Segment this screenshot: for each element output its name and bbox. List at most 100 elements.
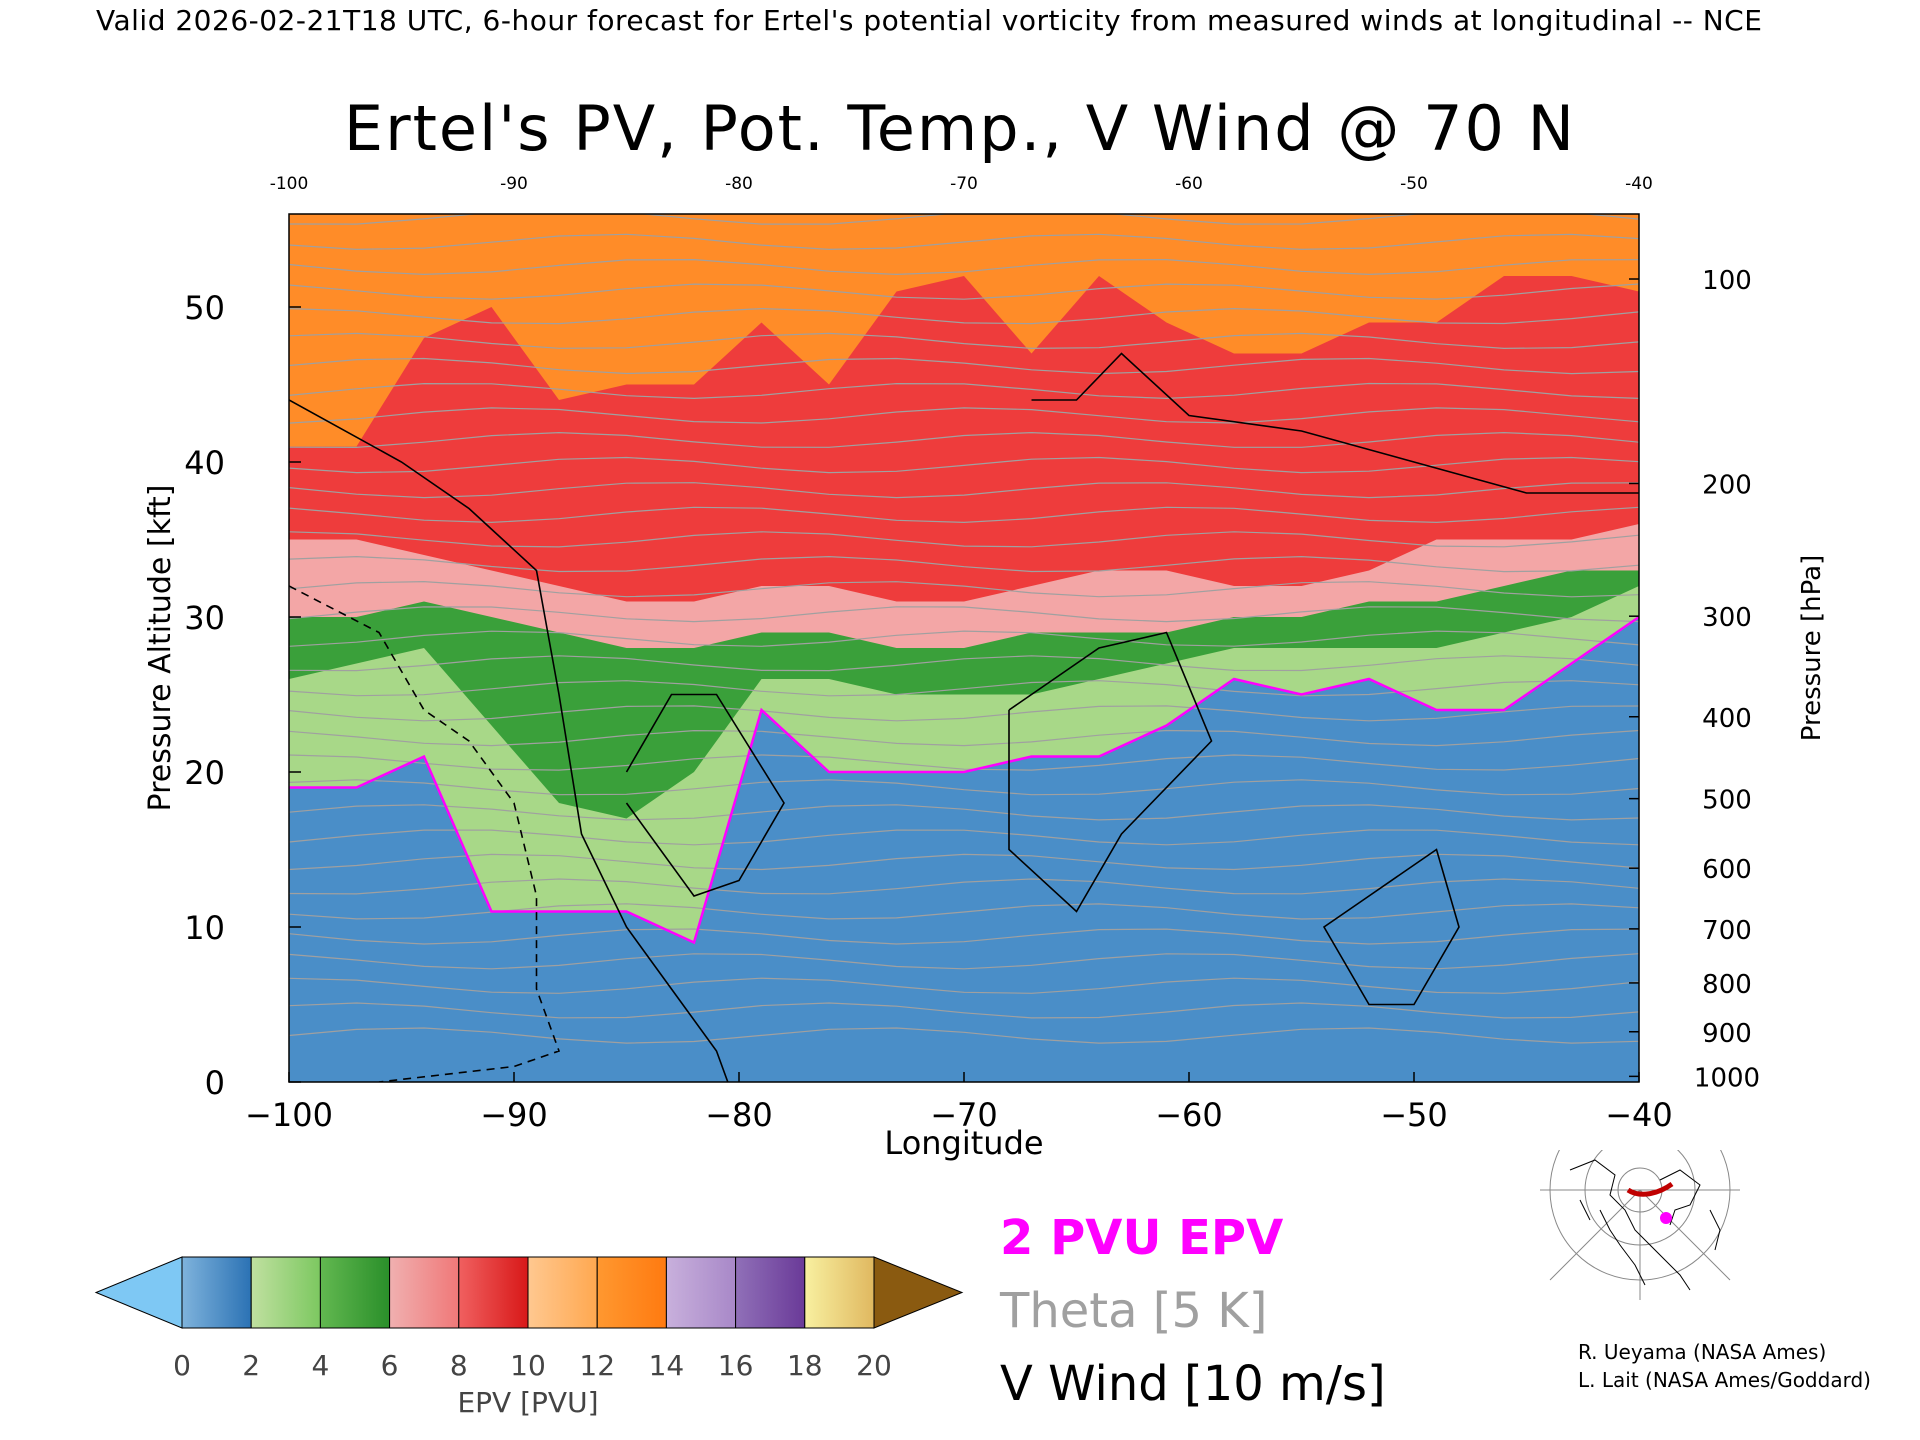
theta-contour	[289, 307, 1639, 325]
pressure-axis-label: Pressure [hPa]	[1797, 555, 1827, 742]
theta-contour	[289, 580, 1639, 598]
theta-contour	[289, 1002, 1639, 1019]
theta-contour	[289, 233, 1639, 251]
theta-contour	[289, 655, 1639, 672]
top-tick-label: -80	[725, 174, 753, 194]
top-tick-label: -60	[1175, 174, 1203, 194]
theta-contour	[289, 953, 1639, 970]
vwind-contour	[289, 585, 561, 1082]
credit-line-1: R. Ueyama (NASA Ames)	[1578, 1340, 1827, 1364]
y-tick-label: 10	[184, 909, 225, 947]
pv-band-0-2	[289, 617, 1639, 1082]
theta-contour	[289, 482, 1639, 499]
theta-contour	[289, 258, 1639, 276]
colorbar-under-arrow	[94, 1256, 183, 1329]
pressure-tick-label: 500	[1702, 786, 1752, 816]
theta-contour	[289, 555, 1639, 573]
theta-contour	[289, 829, 1639, 846]
colorbar-tick-label: 2	[242, 1349, 260, 1382]
chart-title: Ertel's PV, Pot. Temp., V Wind @ 70 N	[343, 92, 1577, 165]
legend-vwind: V Wind [10 m/s]	[1000, 1356, 1386, 1412]
colorbar-segment	[596, 1256, 667, 1329]
x-tick-label: −100	[245, 1096, 333, 1134]
vwind-contour	[1008, 631, 1213, 913]
theta-contour	[289, 705, 1639, 722]
vwind-contour	[1322, 848, 1460, 1006]
location-marker-icon	[1660, 1212, 1672, 1224]
colorbar-tick-label: 14	[649, 1349, 685, 1382]
top-tick-label: -70	[950, 174, 978, 194]
colorbar-segment	[458, 1256, 529, 1329]
pressure-tick-label: 300	[1702, 603, 1752, 633]
colorbar-tick-label: 4	[311, 1349, 329, 1382]
y-tick-label: 0	[205, 1064, 225, 1102]
colorbar-tick-label: 0	[173, 1349, 191, 1382]
colorbar: 0 2 4 6 8 10 12 14 16 18 20 EPV [PVU]	[94, 1256, 964, 1419]
theta-contour	[289, 729, 1639, 747]
top-tick-label: -90	[500, 174, 528, 194]
theta-contour	[289, 283, 1639, 300]
vwind-contour	[625, 693, 785, 897]
x-axis-label: Longitude	[884, 1124, 1043, 1162]
theta-contour	[289, 779, 1639, 796]
theta-contour	[289, 382, 1639, 400]
theta-contour	[289, 928, 1639, 945]
theta-contour	[289, 357, 1639, 375]
y-axis-label: Pressure Altitude [kft]	[143, 485, 178, 812]
pressure-tick-label: 200	[1702, 470, 1752, 500]
colorbar-label: EPV [PVU]	[457, 1386, 598, 1419]
x-tick-label: −50	[1380, 1096, 1448, 1134]
credit-line-2: L. Lait (NASA Ames/Goddard)	[1578, 1368, 1871, 1392]
colorbar-segment	[319, 1256, 391, 1329]
theta-contour	[289, 1027, 1639, 1044]
polar-map-icon	[1540, 1150, 1740, 1300]
top-tick-label: -50	[1400, 174, 1428, 194]
top-tick-label: -100	[270, 174, 309, 194]
x-tick-label: −90	[480, 1096, 548, 1134]
vwind-contour	[1031, 352, 1639, 494]
colorbar-tick-label: 6	[381, 1349, 399, 1382]
theta-contour	[289, 630, 1639, 647]
colorbar-tick-label: 10	[510, 1349, 546, 1382]
theta-contour	[289, 407, 1639, 424]
colorbar-segment	[735, 1256, 806, 1329]
theta-contour	[289, 903, 1639, 920]
colorbar-segment	[804, 1256, 875, 1329]
map-track	[1626, 1181, 1674, 1197]
colorbar-tick-label: 18	[787, 1349, 823, 1382]
theta-contour	[289, 332, 1639, 350]
colorbar-segment	[527, 1256, 598, 1329]
theta-contour	[289, 531, 1639, 548]
pressure-tick-label: 400	[1702, 704, 1752, 734]
colorbar-over-arrow	[873, 1256, 964, 1329]
y-tick-label: 30	[184, 599, 225, 637]
theta-contour	[289, 431, 1639, 449]
theta-contour	[289, 506, 1639, 524]
colorbar-tick-label: 12	[579, 1349, 615, 1382]
colorbar-tick-label: 8	[450, 1349, 468, 1382]
theta-contour	[289, 754, 1639, 771]
legend-theta: Theta [5 K]	[1000, 1283, 1268, 1339]
colorbar-segment	[250, 1256, 321, 1329]
theta-contour	[289, 680, 1639, 697]
colorbar-tick-label: 20	[856, 1349, 892, 1382]
colorbar-segment	[665, 1256, 737, 1329]
y-tick-label: 20	[184, 754, 225, 792]
x-tick-label: −40	[1605, 1096, 1673, 1134]
pressure-tick-label: 700	[1702, 916, 1752, 946]
theta-contour	[289, 456, 1639, 474]
theta-contour	[289, 878, 1639, 895]
colorbar-segment	[181, 1256, 252, 1329]
theta-contour	[289, 804, 1639, 821]
legend-2pvu: 2 PVU EPV	[1000, 1210, 1284, 1266]
colorbar-tick-label: 16	[718, 1349, 754, 1382]
page-caption: Valid 2026-02-21T18 UTC, 6-hour forecast…	[96, 4, 1763, 37]
x-tick-label: −70	[930, 1096, 998, 1134]
colorbar-segment	[389, 1256, 460, 1329]
vwind-contour	[289, 399, 729, 1082]
top-tick-label: -40	[1625, 174, 1653, 194]
theta-contour	[289, 606, 1639, 623]
y-tick-label: 40	[184, 444, 225, 482]
x-tick-label: −80	[705, 1096, 773, 1134]
